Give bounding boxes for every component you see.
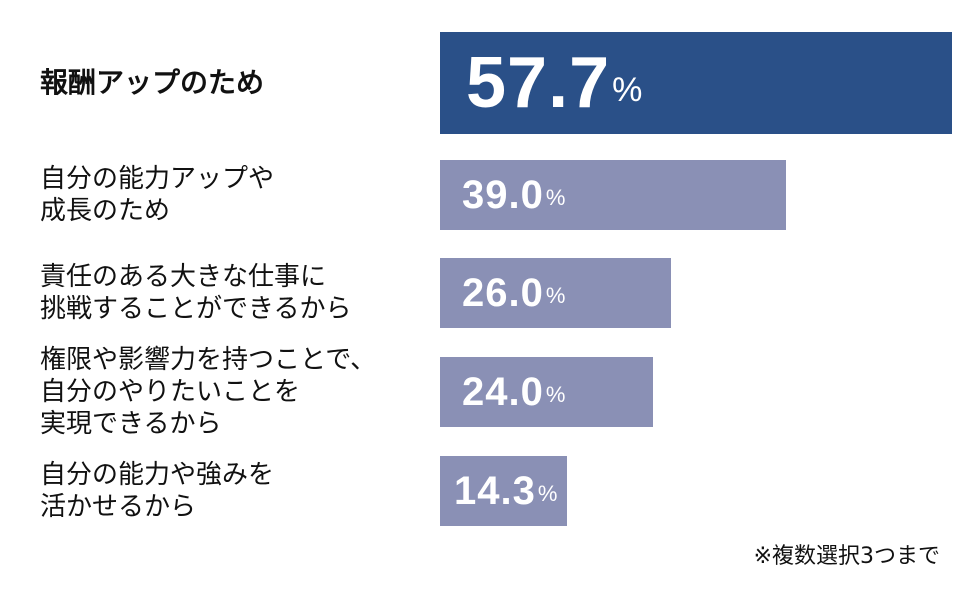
bar: 39.0% [440, 160, 786, 230]
data-label: 24.0 [462, 370, 544, 414]
bar: 57.7% [440, 32, 952, 134]
category-label: 責任のある大きな仕事に 挑戦することができるから [40, 262, 352, 324]
unit-label: % [537, 481, 558, 506]
bar: 26.0% [440, 258, 671, 328]
unit-label: % [545, 283, 566, 308]
data-label: 39.0 [462, 173, 544, 217]
unit-label: % [612, 71, 643, 109]
category-label: 自分の能力アップや 成長のため [40, 164, 275, 226]
category-label: 報酬アップのため [40, 66, 265, 99]
footnote: ※複数選択3つまで [753, 544, 940, 569]
bar: 24.0% [440, 357, 653, 427]
category-label: 自分の能力や強みを 活かせるから [40, 460, 275, 522]
data-label: 14.3 [454, 469, 536, 513]
unit-label: % [545, 185, 566, 210]
category-label: 権限や影響力を持つことで、 自分のやりたいことを 実現できるから [40, 345, 377, 439]
data-label: 57.7 [466, 43, 611, 123]
data-label: 26.0 [462, 271, 544, 315]
unit-label: % [545, 382, 566, 407]
bar: 14.3% [440, 456, 567, 526]
